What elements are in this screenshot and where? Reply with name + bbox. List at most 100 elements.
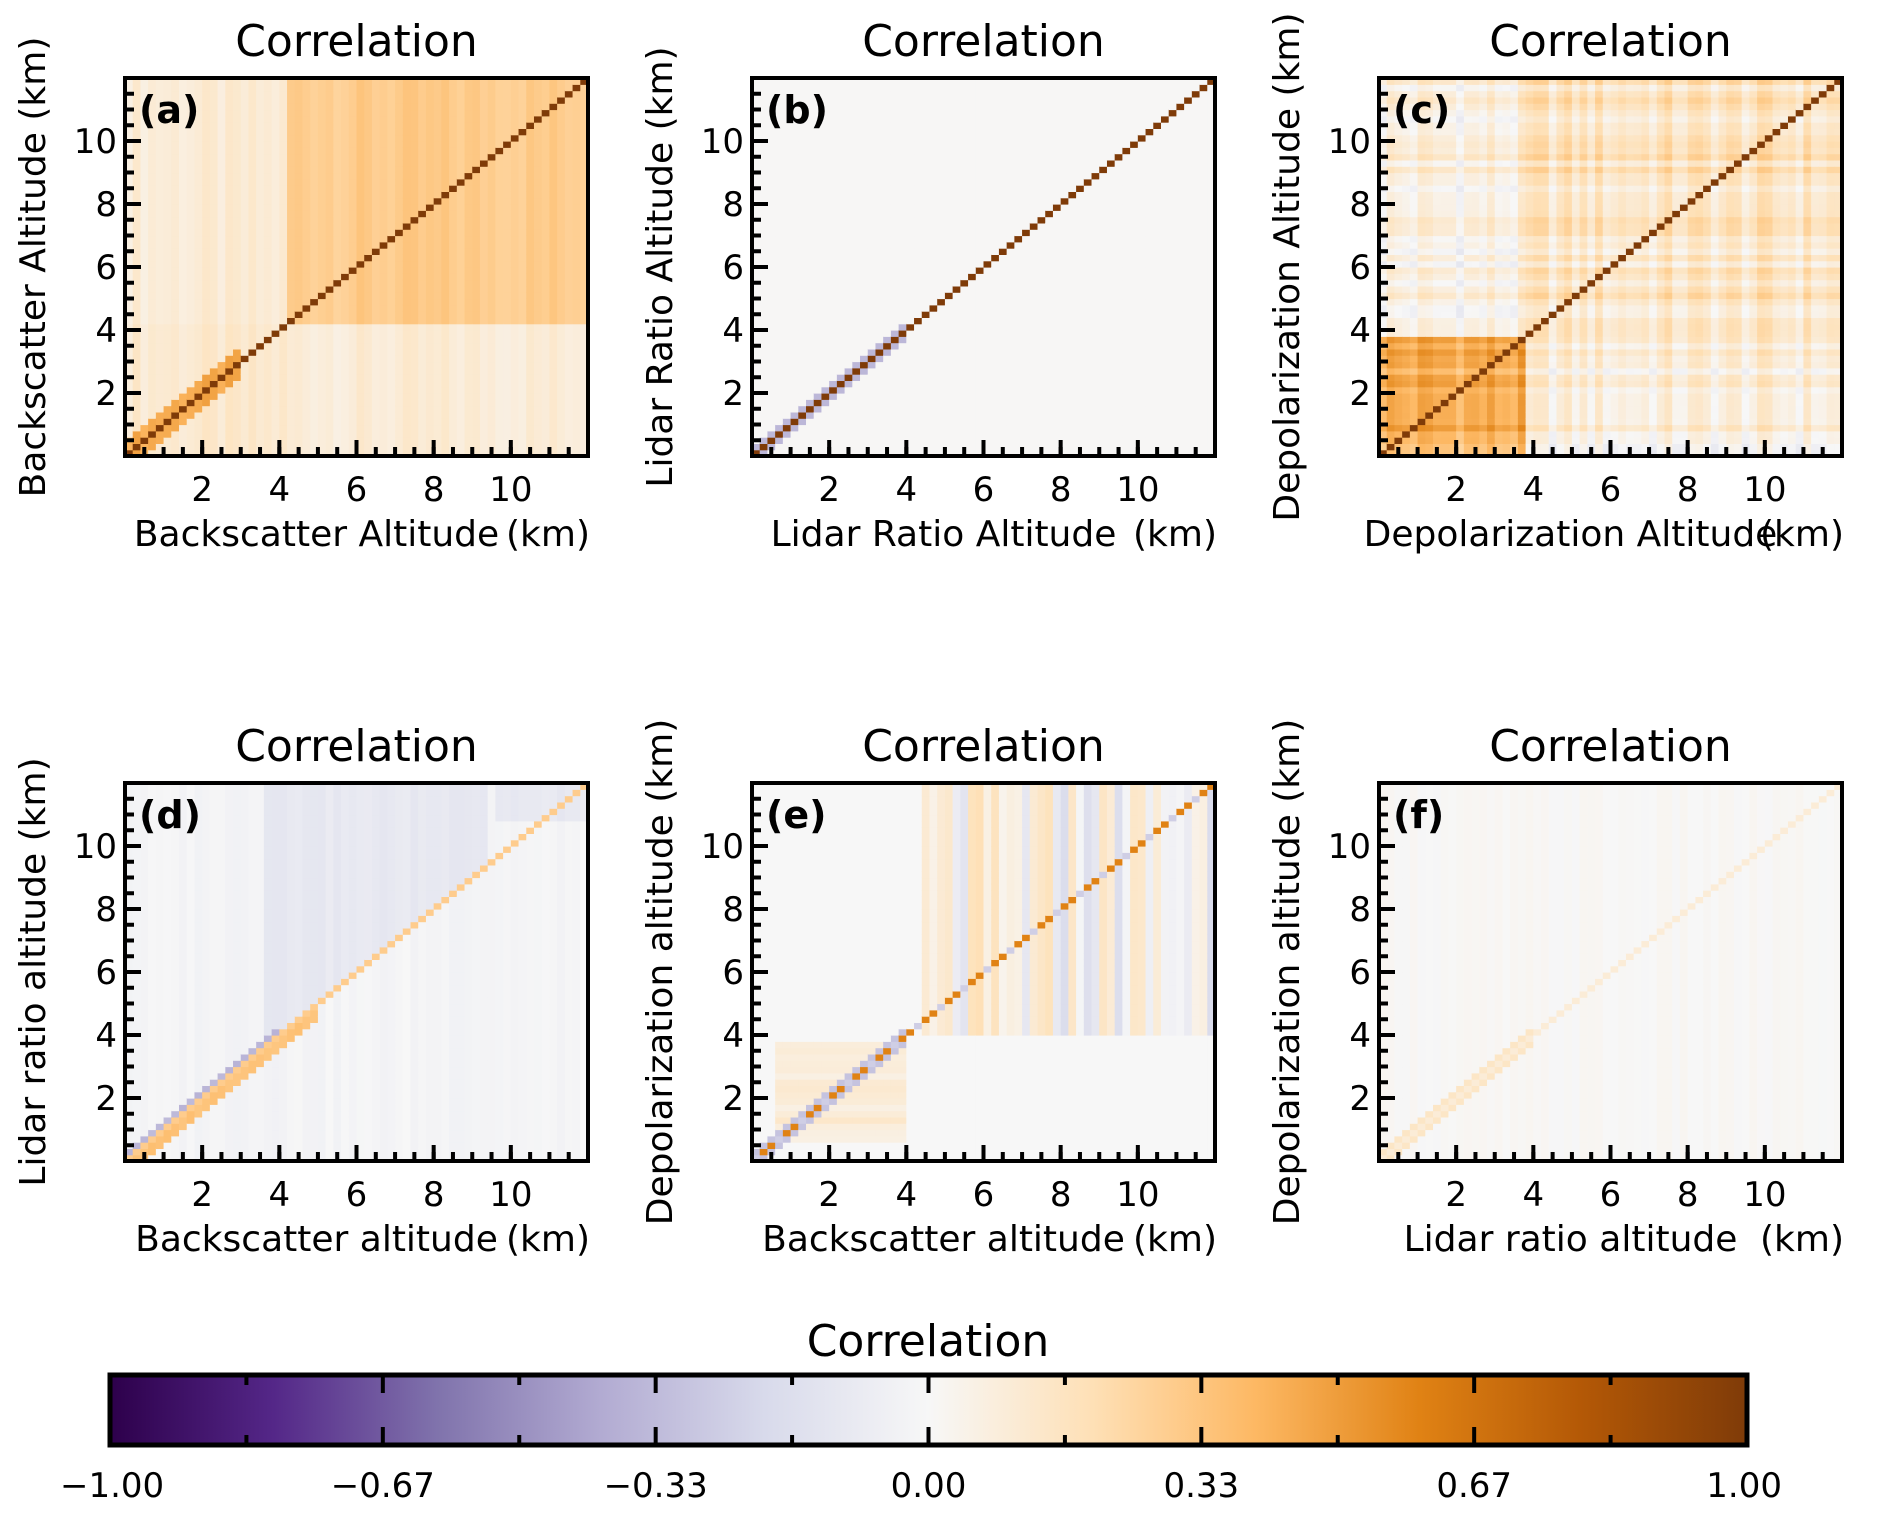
heatmap-cell <box>449 222 458 230</box>
heatmap-cell <box>279 191 288 199</box>
heatmap-cell <box>317 241 327 249</box>
heatmap-cell <box>194 443 203 451</box>
heatmap-cell <box>782 330 792 337</box>
heatmap-cell <box>890 122 900 129</box>
heatmap-cell <box>883 96 892 104</box>
heatmap-cell <box>387 90 396 98</box>
heatmap-cell <box>287 222 296 230</box>
heatmap-cell <box>767 147 776 155</box>
heatmap-cell <box>790 78 799 85</box>
heatmap-cell <box>140 103 149 111</box>
heatmap-cell <box>248 430 257 438</box>
heatmap-cell <box>379 418 388 426</box>
heatmap-cell <box>464 178 473 186</box>
heatmap-cell <box>875 235 884 243</box>
heatmap-cell <box>179 229 188 237</box>
heatmap-cell <box>233 399 242 407</box>
heatmap-cell <box>310 248 319 255</box>
heatmap-cell <box>441 437 450 444</box>
heatmap-cell <box>171 323 180 331</box>
heatmap-cell <box>317 292 327 300</box>
heatmap-cell <box>572 330 581 337</box>
heatmap-cell <box>898 323 907 331</box>
heatmap-cell <box>155 323 165 331</box>
heatmap-cell <box>402 185 412 192</box>
heatmap-cell <box>441 405 450 413</box>
heatmap-cell <box>317 90 327 98</box>
heatmap-cell <box>186 235 196 243</box>
heatmap-cell <box>163 418 172 426</box>
heatmap-cell <box>798 103 807 111</box>
heatmap-cell <box>813 418 823 426</box>
heatmap-cell <box>533 216 543 224</box>
heatmap-cell <box>790 166 799 174</box>
heatmap-cell <box>379 267 388 274</box>
heatmap-cell <box>752 191 761 199</box>
heatmap-cell <box>217 115 226 123</box>
heatmap-cell <box>425 405 435 413</box>
heatmap-cell <box>836 229 846 237</box>
heatmap-cell <box>487 405 496 413</box>
heatmap-cell <box>449 197 458 205</box>
heatmap-cell <box>341 443 350 451</box>
heatmap-cell <box>302 361 311 369</box>
heatmap-cell <box>456 399 466 407</box>
heatmap-cell <box>217 141 226 148</box>
heatmap-cell <box>883 267 892 274</box>
heatmap-cell <box>132 109 142 117</box>
heatmap-cell <box>155 254 165 262</box>
heatmap-cell <box>155 443 165 451</box>
heatmap-cell <box>132 449 142 457</box>
heatmap-cell <box>557 103 566 111</box>
heatmap-cell <box>302 380 311 388</box>
heatmap-cell <box>148 84 157 92</box>
heatmap-cell <box>256 273 265 281</box>
heatmap-cell <box>806 279 815 287</box>
heatmap-cell <box>829 153 838 161</box>
heatmap-cell <box>248 191 257 199</box>
heatmap-cell <box>140 210 149 218</box>
heatmap-cell <box>860 405 869 413</box>
heatmap-cell <box>549 222 558 230</box>
heatmap-cell <box>186 374 196 381</box>
heatmap-cell <box>317 304 327 312</box>
heatmap-cell <box>464 342 473 350</box>
heatmap-cell <box>875 449 884 457</box>
heatmap-cell <box>906 84 915 92</box>
heatmap-cell <box>487 141 496 148</box>
heatmap-cell <box>790 437 799 444</box>
heatmap-cell <box>580 386 589 394</box>
heatmap-cell <box>580 304 589 312</box>
heatmap-cell <box>441 134 450 142</box>
heatmap-cell <box>790 361 799 369</box>
heatmap-cell <box>279 204 288 211</box>
heatmap-cell <box>217 374 226 381</box>
heatmap-cell <box>549 273 558 281</box>
heatmap-cell <box>767 153 776 161</box>
heatmap-cell <box>317 254 327 262</box>
heatmap-cell <box>317 178 327 186</box>
heatmap-cell <box>256 342 265 350</box>
heatmap-cell <box>533 109 543 117</box>
heatmap-cell <box>356 424 365 432</box>
heatmap-cell <box>813 342 823 350</box>
heatmap-cell <box>179 317 188 325</box>
heatmap-cell <box>526 248 535 255</box>
heatmap-cell <box>867 134 877 142</box>
heatmap-cell <box>302 78 311 85</box>
heatmap-cell <box>782 222 792 230</box>
heatmap-cell <box>348 355 358 363</box>
heatmap-cell <box>449 336 458 344</box>
heatmap-cell <box>287 393 296 400</box>
heatmap-cell <box>410 153 419 161</box>
heatmap-cell <box>829 443 838 451</box>
heatmap-cell <box>782 210 792 218</box>
heatmap-cell <box>125 78 134 85</box>
heatmap-cell <box>325 437 334 444</box>
heatmap-cell <box>572 166 581 174</box>
heatmap-cell <box>526 90 535 98</box>
heatmap-cell <box>364 393 373 400</box>
heatmap-cell <box>790 172 799 180</box>
heatmap-cell <box>155 449 165 457</box>
heatmap-cell <box>425 204 435 211</box>
